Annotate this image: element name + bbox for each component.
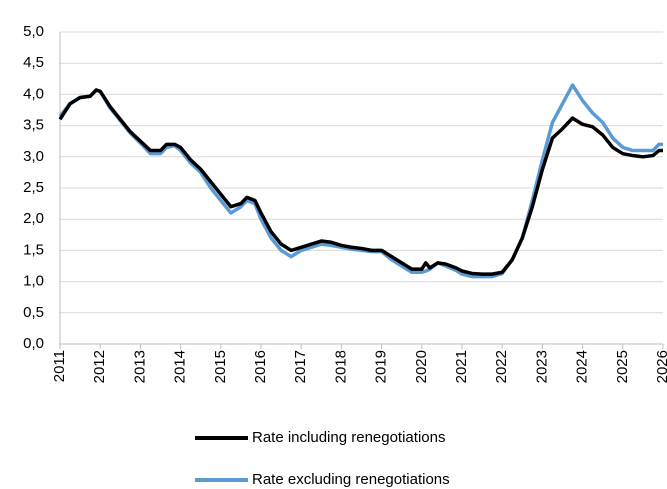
y-tick-label: 3,5: [23, 117, 44, 134]
y-tick-label: 0,5: [23, 304, 44, 321]
y-tick-label: 2,0: [23, 210, 44, 227]
x-tick-label: 2017: [292, 350, 309, 383]
x-tick-label: 2018: [332, 350, 349, 383]
y-tick-label: 0,0: [23, 335, 44, 352]
x-tick-label: 2011: [51, 350, 68, 382]
x-tick-label: 2019: [373, 350, 390, 383]
y-tick-label: 1,0: [23, 273, 44, 290]
data-line: [58, 83, 663, 279]
y-tick-label: 3,0: [23, 148, 44, 165]
legend-label: Rate excluding renegotiations: [252, 471, 450, 488]
y-tick-label: 4,0: [23, 85, 44, 102]
y-tick-label: 1,5: [23, 241, 44, 258]
x-tick-label: 2024: [574, 350, 591, 383]
x-tick-label: 2026: [654, 350, 667, 383]
x-tick-label: 2012: [91, 350, 108, 383]
x-tick-label: 2016: [252, 350, 269, 383]
y-tick-label: 4,5: [23, 54, 44, 71]
x-tick-label: 2021: [453, 350, 470, 383]
x-tick-label: 2015: [212, 350, 229, 383]
data-line: [58, 88, 663, 276]
x-tick-label: 2014: [172, 350, 189, 383]
x-tick-label: 2022: [493, 350, 510, 383]
y-tick-label: 5,0: [23, 23, 44, 40]
y-tick-label: 2,5: [23, 179, 44, 196]
x-tick-label: 2025: [614, 350, 631, 383]
x-tick-label: 2023: [533, 350, 550, 383]
x-tick-label: 2020: [413, 350, 430, 383]
x-tick-label: 2013: [131, 350, 148, 383]
legend-label: Rate including renegotiations: [252, 429, 445, 446]
